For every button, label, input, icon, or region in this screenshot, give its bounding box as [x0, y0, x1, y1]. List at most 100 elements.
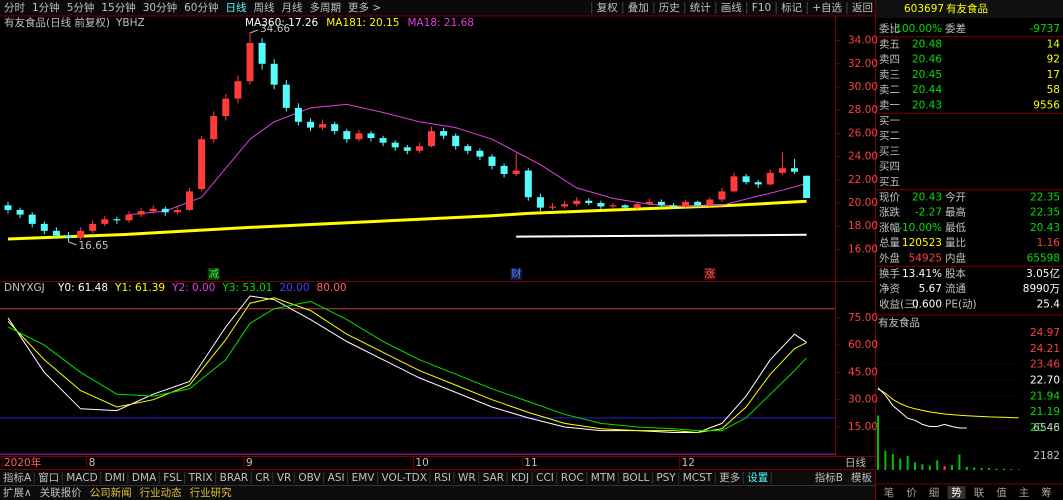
indicator-tab[interactable]: WR — [458, 472, 476, 484]
indicator-tab[interactable]: VR — [277, 472, 291, 484]
indicator-tab[interactable]: DMA — [132, 472, 157, 484]
candle-body — [536, 197, 544, 208]
oscillator-tick-label: 60.00 — [848, 339, 878, 351]
quote-label: 卖三 — [879, 69, 900, 81]
period-tab[interactable]: 60分钟 — [184, 1, 218, 14]
candle-body — [149, 208, 157, 212]
quote-label: 最高 — [945, 206, 966, 219]
indicator-tab[interactable]: 窗口 — [38, 471, 59, 484]
indicator-tab[interactable]: SAR — [483, 472, 504, 484]
panel-icon[interactable]: 联 — [974, 487, 985, 499]
candle-body — [597, 203, 605, 207]
info-tab[interactable]: 扩展∧ — [3, 486, 32, 499]
tool-button[interactable]: 统计 — [690, 1, 711, 14]
tool-button[interactable]: 历史 — [659, 2, 680, 14]
tool-button[interactable]: 复权 — [597, 1, 618, 14]
mini-tick-label: 2182 — [1033, 450, 1060, 462]
mini-tick-label: 21.94 — [1030, 390, 1060, 402]
period-tab[interactable]: 15分钟 — [101, 1, 135, 14]
info-tab[interactable]: 关联报价 — [40, 486, 82, 499]
indicator-tab[interactable]: ASI — [328, 472, 345, 484]
tool-button[interactable]: 叠加 — [628, 2, 649, 14]
quote-value: 1.16 — [1037, 237, 1061, 249]
mini-tick-label: 24.97 — [1030, 327, 1060, 339]
event-marker[interactable]: 财 — [511, 267, 522, 280]
period-tab[interactable]: 日线 — [226, 1, 247, 14]
indicator-tab[interactable]: VOL-TDX — [381, 472, 426, 484]
date-label: 8 — [89, 457, 96, 469]
indicator-tab[interactable]: MCST — [683, 472, 713, 484]
event-marker[interactable]: 涨 — [705, 268, 716, 280]
quote-value: 54925 — [909, 253, 942, 265]
period-tab[interactable]: 周线 — [254, 1, 275, 14]
candle-body — [524, 170, 532, 198]
panel-icon[interactable]: 势 — [951, 486, 962, 499]
tool-button[interactable]: F10 — [752, 2, 771, 14]
info-tab[interactable]: 行业动态 — [140, 486, 182, 499]
panel-icon[interactable]: 价 — [906, 487, 917, 499]
panel-icon[interactable]: 主 — [1019, 487, 1030, 499]
candle-body — [89, 223, 97, 231]
period-tab[interactable]: 分时 — [4, 2, 25, 14]
oscillator-title: DNYXGJ — [4, 282, 45, 294]
tool-button[interactable]: 画线 — [721, 1, 742, 14]
period-tab[interactable]: 更多 > — [348, 1, 381, 14]
indicator-tab[interactable]: 更多 — [719, 471, 740, 484]
quote-value: 92 — [1047, 54, 1060, 66]
panel-icon[interactable]: 笔 — [884, 486, 895, 499]
indicator-tab[interactable]: FSL — [163, 472, 182, 484]
candle-body — [391, 142, 399, 148]
period-tab[interactable]: 多周期 — [310, 1, 342, 14]
period-tab[interactable]: 5分钟 — [67, 1, 95, 14]
date-label: 9 — [246, 457, 253, 469]
template-tab[interactable]: 模板 — [851, 471, 872, 484]
indicator-tab[interactable]: BOLL — [622, 472, 649, 484]
indicator-tab[interactable]: 指标A — [3, 471, 32, 484]
quote-value: 0.600 — [912, 298, 942, 310]
indicator-tab[interactable]: DMI — [105, 472, 125, 484]
indicator-tab[interactable]: 设置 — [747, 472, 768, 484]
tool-button[interactable]: 标记 — [781, 2, 802, 14]
candle-body — [657, 201, 665, 206]
indicator-tab[interactable]: MACD — [66, 472, 97, 484]
indicator-tab[interactable]: ROC — [561, 472, 584, 484]
indicator-tab[interactable]: BRAR — [220, 472, 249, 484]
indicator-tab[interactable]: EMV — [352, 472, 376, 484]
indicator-tab[interactable]: RSI — [434, 472, 451, 484]
panel-icon[interactable]: 值 — [996, 486, 1007, 499]
indicator-tab[interactable]: CR — [255, 472, 270, 484]
info-tab[interactable]: 公司新闻 — [90, 486, 132, 499]
tool-button[interactable]: +自选 — [812, 1, 842, 14]
mini-title: 有友食品 — [878, 316, 920, 329]
quote-value: 14 — [1047, 38, 1061, 50]
quote-value: 20.48 — [912, 38, 942, 50]
candle-body — [161, 208, 169, 213]
annotation: 16.65 — [79, 240, 109, 252]
price-tick-label: 18.00 — [848, 220, 878, 232]
panel-icon[interactable]: 细 — [929, 486, 940, 499]
indicator-tab[interactable]: TRIX — [188, 472, 213, 484]
indicator-tab[interactable]: KDJ — [511, 472, 529, 484]
tool-button[interactable]: 返回 — [852, 2, 873, 14]
oscillator-label: 80.00 — [317, 282, 347, 294]
period-tab[interactable]: 30分钟 — [143, 1, 177, 14]
indicator-tab[interactable]: OBV — [298, 472, 321, 484]
event-marker[interactable]: 减 — [208, 268, 219, 280]
candle-body — [186, 191, 193, 210]
indicator-tab[interactable]: CCI — [536, 472, 554, 484]
mini-tick-label: 21.19 — [1030, 406, 1060, 418]
quote-value: 3.05亿 — [1026, 267, 1060, 280]
indicator-tab[interactable]: MTM — [591, 472, 616, 484]
quote-label: 今开 — [945, 190, 966, 203]
info-tab[interactable]: 行业研究 — [190, 486, 232, 499]
candle-body — [282, 84, 290, 108]
period-tab[interactable]: 1分钟 — [32, 1, 60, 14]
period-tab[interactable]: 月线 — [282, 1, 303, 14]
price-tick-label: 32.00 — [848, 58, 878, 70]
indicator-tab[interactable]: PSY — [656, 472, 676, 484]
candle-body — [379, 138, 387, 143]
template-tab[interactable]: 指标B — [815, 471, 843, 484]
quote-value: 22.35 — [1030, 207, 1060, 219]
price-tick-label: 34.00 — [848, 35, 878, 47]
panel-icon[interactable]: 筹 — [1041, 486, 1052, 499]
